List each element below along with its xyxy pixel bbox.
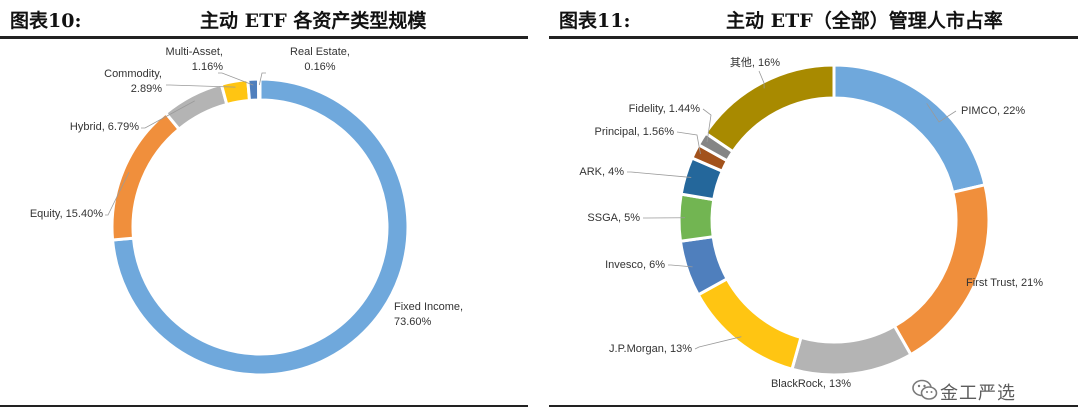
leader-line-其他: [758, 70, 765, 89]
slice-commodity: [219, 78, 251, 106]
figure-10-number: 图表10:: [10, 10, 82, 32]
figure-11-number: 图表11:: [559, 10, 631, 32]
data-label-fidelity: Fidelity, 1.44%: [629, 103, 701, 115]
data-label-fixed-income-line1: Fixed Income,: [394, 301, 463, 313]
wechat-icon: [912, 379, 938, 400]
leader-line-invesco: [668, 264, 693, 268]
manager-share-donut-chart: PIMCO, 22% First Trust, 21% BlackRock, 13%…: [579, 56, 1043, 390]
leader-line-pimco: [926, 103, 957, 123]
figure-10-header: 图表10: 主动 ETF 各资产类型规模: [0, 0, 528, 39]
leader-line-fidelity: [702, 108, 712, 143]
leader-line-commodity: [166, 84, 236, 88]
slice-first-trust: [892, 183, 991, 357]
data-label-ark: ARK, 4%: [579, 166, 624, 178]
figure-11-bottom-rule: [549, 405, 1078, 407]
leader-line-ark: [627, 171, 692, 178]
slice-blackrock: [790, 324, 913, 377]
slice-fixed-income: [111, 77, 410, 377]
figure-11-panel: 图表11: 主动 ETF（全部）管理人市占率 PIMCO, 22% First T…: [549, 0, 1078, 411]
slice-hybrid: [164, 82, 229, 131]
watermark-text: 金工严选: [940, 383, 1016, 404]
slice-其他: [704, 63, 836, 154]
data-label-commodity-line1: Commodity,: [104, 68, 162, 80]
data-label-multi-asset-line2: 1.16%: [192, 61, 223, 73]
leader-line-hybrid: [141, 100, 195, 129]
data-label-real-estate-line1: Real Estate,: [290, 46, 350, 58]
slice-j-p-morgan: [696, 277, 803, 371]
data-label-pimco: PIMCO, 22%: [961, 105, 1025, 117]
data-label-multi-asset-line1: Multi-Asset,: [166, 46, 223, 58]
data-label-fixed-income-line2: 73.60%: [394, 316, 432, 328]
data-label-ssga: SSGA, 5%: [587, 212, 640, 224]
figure-10-bottom-rule: [0, 405, 528, 407]
asset-type-donut-chart: Fixed Income, 73.60% Equity, 15.40% Hybrid,…: [30, 46, 463, 377]
leader-line-equity: [105, 172, 130, 216]
data-label-j-p-morgan: J.P.Morgan, 13%: [609, 343, 692, 355]
figure-10-panel: 图表10: 主动 ETF 各资产类型规模 Fixed Income, 73.60%…: [0, 0, 528, 411]
data-label-blackrock: BlackRock, 13%: [771, 378, 851, 390]
figure-11-header: 图表11: 主动 ETF（全部）管理人市占率: [549, 0, 1078, 39]
data-label-first-trust: First Trust, 21%: [966, 277, 1043, 289]
slice-pimco: [832, 63, 987, 194]
data-label-equity: Equity, 15.40%: [30, 208, 103, 220]
figure-11-title: 主动 ETF（全部）管理人市占率: [726, 10, 1003, 32]
data-label-invesco: Invesco, 6%: [605, 259, 665, 271]
data-label-hybrid: Hybrid, 6.79%: [70, 121, 139, 133]
leader-line-j-p-morgan: [694, 336, 742, 350]
watermark: 金工严选: [912, 376, 1072, 404]
leader-line-principal: [676, 131, 701, 155]
data-label-commodity-line2: 2.89%: [131, 83, 162, 95]
data-label-其他: 其他, 16%: [730, 56, 780, 69]
figure-10-title: 主动 ETF 各资产类型规模: [200, 10, 427, 32]
leader-line-real-estate: [258, 72, 266, 86]
data-label-real-estate-line2: 0.16%: [304, 61, 335, 73]
leader-line-multi-asset: [218, 72, 254, 86]
data-label-principal: Principal, 1.56%: [595, 126, 675, 138]
